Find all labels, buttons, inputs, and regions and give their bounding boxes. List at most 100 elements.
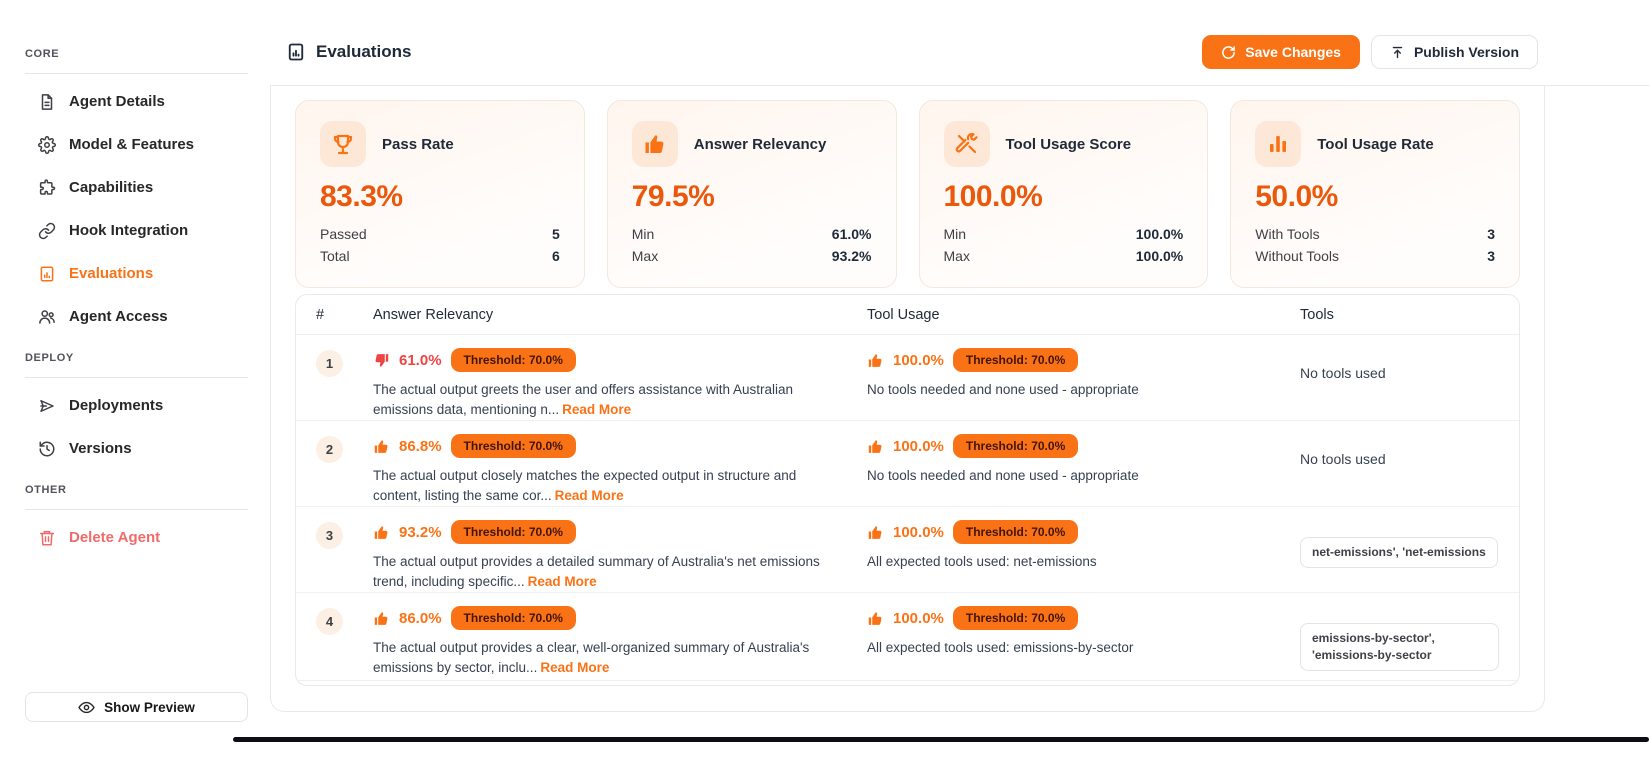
tool-usage-description: All expected tools used: emissions-by-se…: [867, 640, 1134, 655]
table-header-row: # Answer Relevancy Tool Usage Tools: [296, 295, 1519, 335]
sidebar-item-evaluations[interactable]: Evaluations: [25, 252, 248, 295]
sidebar-item-label: Evaluations: [69, 265, 154, 282]
read-more-link[interactable]: Read More: [540, 660, 610, 675]
table-row: 5 73.6% Threshold: 70.0% 100.0% Threshol…: [296, 681, 1519, 685]
relevancy-score: 93.2%: [399, 523, 442, 541]
stat-card-value: 83.3%: [320, 180, 403, 213]
thumbs-up-icon: [867, 352, 884, 369]
stat-row-value: 6: [551, 248, 560, 264]
section-label-core: CORE: [25, 48, 60, 60]
stat-row-value: 61.0%: [831, 226, 872, 242]
relevancy-description: The actual output provides a clear, well…: [373, 640, 810, 675]
stat-card-title: Pass Rate: [382, 135, 454, 153]
table-row: 3 93.2% Threshold: 70.0% The actual outp…: [296, 507, 1519, 593]
tool-chip: emissions-by-sector', 'emissions-by-sect…: [1300, 623, 1499, 671]
sidebar-item-label: Deployments: [69, 397, 164, 414]
threshold-badge: Threshold: 70.0%: [952, 520, 1079, 544]
thumbs-up-icon: [867, 524, 884, 541]
tool-usage-description: No tools needed and none used - appropri…: [867, 468, 1139, 483]
stat-row-label: Total: [320, 248, 350, 264]
sidebar-item-capabilities[interactable]: Capabilities: [25, 166, 248, 209]
thumbs-up-icon: [867, 610, 884, 627]
sidebar-item-agent-details[interactable]: Agent Details: [25, 80, 248, 123]
show-preview-button[interactable]: Show Preview: [25, 692, 248, 722]
sidebar-item-model-features[interactable]: Model & Features: [25, 123, 248, 166]
sidebar-item-delete-agent[interactable]: Delete Agent: [25, 516, 248, 559]
stat-row-label: Max: [631, 248, 659, 264]
threshold-badge: Threshold: 70.0%: [952, 606, 1079, 630]
relevancy-description: The actual output provides a detailed su…: [373, 554, 820, 589]
row-number-badge: 4: [316, 608, 343, 635]
save-changes-button[interactable]: Save Changes: [1202, 35, 1360, 69]
gear-icon: [38, 135, 56, 154]
table-row: 2 86.8% Threshold: 70.0% The actual outp…: [296, 421, 1519, 507]
read-more-link[interactable]: Read More: [562, 402, 632, 417]
upload-icon: [1390, 45, 1405, 60]
send-icon: [38, 397, 56, 415]
chart-square-icon: [38, 265, 56, 283]
threshold-badge: Threshold: 70.0%: [450, 348, 576, 372]
tool-usage-score: 100.0%: [893, 523, 944, 541]
sidebar-item-label: Capabilities: [69, 179, 154, 196]
sidebar-item-label: Model & Features: [69, 136, 195, 153]
stat-card-value: 79.5%: [631, 180, 715, 213]
column-header-answer-relevancy: Answer Relevancy: [373, 306, 494, 323]
tool-usage-score: 100.0%: [893, 609, 944, 627]
link-icon: [38, 222, 56, 240]
thumbs-up-icon: [373, 438, 390, 455]
tool-usage-description: All expected tools used: net-emissions: [867, 554, 1097, 569]
sidebar-item-versions[interactable]: Versions: [25, 427, 248, 470]
users-icon: [38, 308, 56, 326]
publish-version-button[interactable]: Publish Version: [1370, 35, 1538, 69]
bar-chart-icon: [1266, 132, 1290, 156]
puzzle-icon: [38, 178, 56, 197]
sidebar-item-label: Hook Integration: [69, 222, 189, 239]
sidebar-item-deployments[interactable]: Deployments: [25, 384, 248, 427]
threshold-badge: Threshold: 70.0%: [952, 434, 1079, 458]
stat-row-value: 3: [1487, 248, 1495, 264]
sidebar-item-agent-access[interactable]: Agent Access: [25, 295, 248, 338]
sidebar-item-label: Agent Access: [69, 308, 168, 325]
threshold-badge: Threshold: 70.0%: [952, 348, 1079, 372]
thumbs-up-icon: [373, 610, 390, 627]
thumbs-up-icon: [373, 524, 390, 541]
stat-card-title: Answer Relevancy: [693, 135, 827, 153]
stat-row-value: 5: [551, 226, 560, 242]
stat-row-label: Min: [943, 226, 967, 242]
stat-row-label: Without Tools: [1255, 248, 1340, 264]
sidebar: CORE Agent Details Model & Features Capa…: [0, 0, 248, 765]
divider: [25, 73, 248, 74]
divider: [25, 377, 248, 378]
stat-cards: Pass Rate 83.3% Passed 5 Total 6 Answer Re…: [295, 100, 1520, 288]
tool-usage-score: 100.0%: [893, 351, 944, 369]
thumbs-up-icon: [643, 132, 667, 156]
relevancy-score: 86.8%: [399, 437, 442, 455]
stat-row-label: Passed: [320, 226, 367, 242]
sidebar-item-label: Delete Agent: [69, 529, 161, 546]
column-header-num: #: [316, 306, 325, 323]
divider: [25, 509, 248, 510]
read-more-link[interactable]: Read More: [554, 488, 624, 503]
relevancy-description: The actual output greets the user and of…: [373, 382, 793, 417]
eye-icon: [78, 699, 95, 716]
stat-row-value: 3: [1487, 226, 1495, 242]
thumbs-up-icon: [867, 438, 884, 455]
stat-card-tool-usage-rate: Tool Usage Rate 50.0% With Tools 3 Withou…: [1230, 100, 1520, 288]
sidebar-item-label: Agent Details: [69, 93, 165, 110]
main-header: Evaluations Save Changes Publish Version: [270, 0, 1649, 86]
read-more-link[interactable]: Read More: [527, 574, 597, 589]
sidebar-item-hook-integration[interactable]: Hook Integration: [25, 209, 248, 252]
stat-row-value: 93.2%: [831, 248, 872, 264]
tool-chip: net-emissions', 'net-emissions: [1300, 537, 1498, 568]
stat-row-value: 100.0%: [1135, 226, 1184, 242]
thumbs-down-icon: [373, 352, 390, 369]
relevancy-score: 61.0%: [399, 351, 442, 369]
column-header-tool-usage: Tool Usage: [867, 306, 940, 323]
chart-square-icon: [286, 42, 306, 62]
document-icon: [38, 93, 56, 111]
show-preview-label: Show Preview: [104, 699, 195, 715]
tool-usage-score: 100.0%: [893, 437, 944, 455]
sidebar-item-label: Versions: [69, 440, 132, 457]
stat-row-value: 100.0%: [1135, 248, 1184, 264]
page-title: Evaluations: [316, 42, 412, 61]
